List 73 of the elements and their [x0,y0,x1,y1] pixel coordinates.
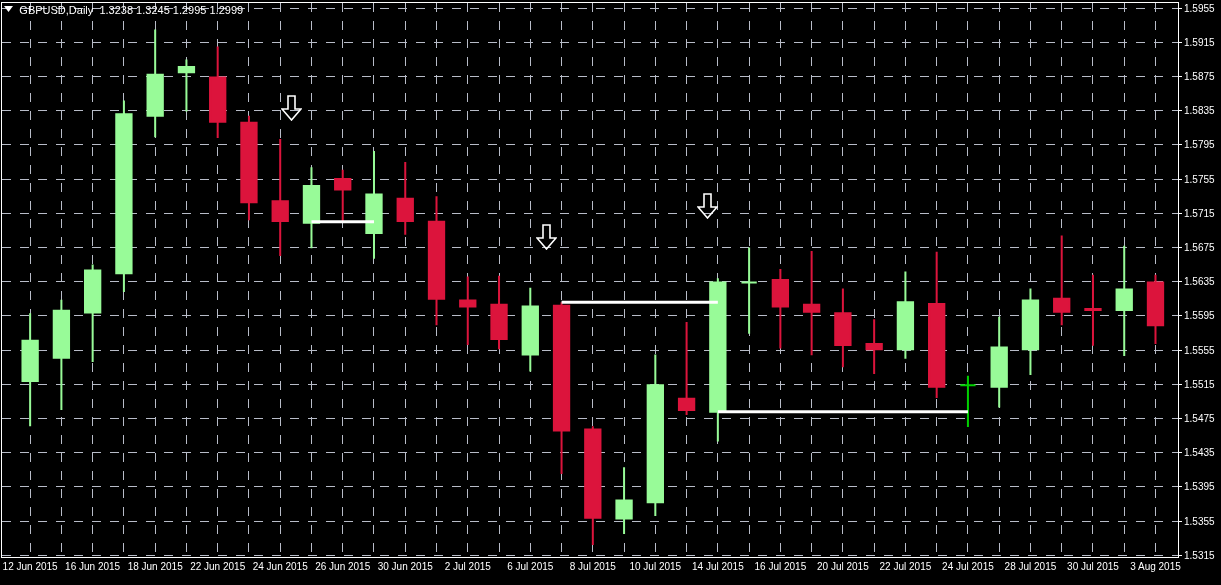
y-tick-label: 1.5755 [1184,173,1216,185]
candlestick [1084,273,1102,347]
candlestick [615,466,633,535]
y-tick-label: 1.5315 [1184,549,1216,561]
candlestick [240,114,258,222]
candlestick [21,312,39,428]
y-tick-label: 1.5795 [1184,139,1216,151]
y-tick-label: 1.5515 [1184,378,1216,390]
x-tick-label: 10 Jul 2015 [629,561,682,572]
y-tick-label: 1.5435 [1184,447,1216,459]
x-tick-label: 22 Jul 2015 [879,561,932,572]
candlestick [271,137,289,258]
candlestick [146,28,164,139]
y-tick-label: 1.5955 [1184,2,1216,14]
x-tick-label: 2 Jul 2015 [444,561,492,572]
y-tick-label: 1.5355 [1184,515,1216,527]
candlestick [334,168,352,223]
candlestick [834,287,852,369]
candlestick [177,58,196,113]
candlestick [1146,273,1165,346]
x-tick-label: 6 Jul 2015 [507,561,554,572]
candlestick [990,315,1008,409]
y-tick-label: 1.5555 [1184,344,1216,356]
candlestick [52,298,71,411]
candlestick [584,425,602,547]
x-tick-label: 20 Jul 2015 [817,561,870,572]
candlestick [1021,287,1040,376]
x-tick-label: 30 Jun 2015 [377,561,434,572]
candlestick [365,149,383,260]
x-tick-label: 30 Jul 2015 [1067,561,1120,572]
x-tick-label: 22 Jun 2015 [190,561,246,572]
candlestick [490,274,508,351]
y-tick-label: 1.5595 [1184,310,1216,322]
candlestick [427,195,446,327]
y-tick-label: 1.5635 [1184,276,1216,288]
candlestick [709,277,727,443]
candlestick [302,166,321,250]
candlestick [459,275,477,346]
y-tick-label: 1.5675 [1184,242,1216,254]
candlestick [552,301,571,476]
x-tick-label: 12 Jun 2015 [2,561,59,572]
candlestick [928,250,946,399]
candlestick [677,320,696,417]
x-tick-label: 24 Jun 2015 [252,561,309,572]
y-tick-label: 1.5915 [1184,36,1216,48]
x-tick-label: 3 Aug 2015 [1130,561,1182,572]
y-tick-label: 1.5835 [1184,105,1216,117]
x-tick-label: 14 Jul 2015 [691,561,745,572]
candlestick [521,286,539,373]
candlestick [959,374,977,429]
candlestick [896,270,915,360]
candlestick [802,249,821,357]
x-tick-label: 8 Jul 2015 [569,561,617,572]
y-tick-label: 1.5395 [1184,481,1216,493]
x-tick-label: 28 Jul 2015 [1004,561,1057,572]
candlestick [84,263,102,364]
x-tick-label: 18 Jun 2015 [127,561,184,572]
x-tick-label: 24 Jul 2015 [942,561,995,572]
candlestick [771,267,790,350]
candlestick [865,318,883,376]
y-tick-label: 1.5875 [1184,71,1216,83]
x-tick-label: 16 Jul 2015 [754,561,807,572]
candlestick [740,246,758,335]
candlestick [209,45,227,140]
candlestick [396,161,414,236]
x-tick-label: 16 Jun 2015 [65,561,121,572]
x-tick-label: 26 Jun 2015 [315,561,371,572]
chart-title: GBPUSD,Daily 1.3238 1.3245 1.2995 1.2999 [19,3,244,16]
candlestick [1115,244,1133,358]
y-tick-label: 1.5715 [1184,207,1216,219]
candlestick [646,353,664,517]
y-tick-label: 1.5475 [1184,413,1216,424]
candlestick [1053,234,1071,327]
